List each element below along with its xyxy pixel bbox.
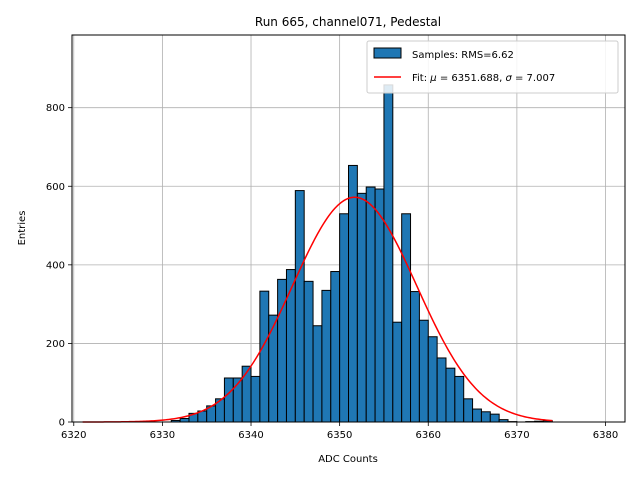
legend: Samples: RMS=6.62 Fit: μ = 6351.688, σ =… [366,40,619,94]
x-tick-label: 6320 [61,430,86,441]
legend-fit-sigma-symbol: σ [505,73,512,84]
legend-fit-prefix: Fit: [412,73,430,84]
histogram-bar [339,213,349,423]
histogram-bar [463,398,474,423]
histogram-bar [410,291,420,423]
histogram-bar [241,365,252,423]
histogram-bar [427,336,438,423]
y-axis-label: Entries [17,211,28,246]
histogram-bar [445,367,456,423]
histogram-bar [365,186,376,423]
x-tick-label: 6370 [504,430,529,441]
y-tick-label: 800 [46,103,65,114]
histogram-bar [303,280,314,423]
chart-title: Run 665, channel071, Pedestal [255,15,441,29]
histogram-bar [285,269,296,423]
x-axis-ticks: 6320 6330 6340 6350 6360 6370 6380 [61,422,618,441]
histogram-bar [223,377,234,423]
legend-fit-sigma-value: = 7.007 [512,73,555,84]
histogram-bar [330,271,341,423]
fit-curve [82,196,553,423]
histogram-bar [259,290,270,423]
legend-fit-mu-value: = 6351.688, [437,73,506,84]
histogram-bar [383,84,394,423]
x-axis-label: ADC Counts [318,454,378,465]
histogram-bar [294,190,305,423]
histogram-bar [312,325,323,423]
y-axis-ticks: 0 200 400 600 800 [46,103,72,429]
legend-fit-label: Fit: μ = 6351.688, σ = 7.007 [412,73,555,84]
legend-samples-swatch [373,47,402,59]
y-tick-label: 400 [46,260,65,271]
x-tick-label: 6380 [593,430,618,441]
legend-samples-label: Samples: RMS=6.62 [412,50,514,61]
y-tick-label: 200 [46,339,65,350]
histogram-bar [356,192,367,423]
histogram-bar [418,319,429,423]
histogram-bar [472,408,482,423]
histogram-bar [321,289,332,423]
histogram-bar [250,375,261,423]
legend-box [366,40,619,94]
histogram-bar [348,164,358,423]
histogram-bar [454,375,465,423]
y-tick-label: 600 [46,182,65,193]
histogram-bar [179,417,190,423]
histogram-bar [268,314,279,423]
x-tick-label: 6350 [327,430,352,441]
x-tick-label: 6340 [238,430,263,441]
histogram-bar [489,413,500,423]
x-tick-label: 6330 [150,430,175,441]
histogram-bar [401,213,412,423]
histogram-bar [374,188,385,423]
x-tick-label: 6360 [416,430,441,441]
legend-fit-mu-symbol: μ [429,73,436,84]
histogram-bar [480,411,491,423]
plot-frame [71,34,626,423]
histogram-bar [436,357,447,423]
y-tick-label: 0 [59,418,65,429]
histogram-bar [392,321,403,423]
